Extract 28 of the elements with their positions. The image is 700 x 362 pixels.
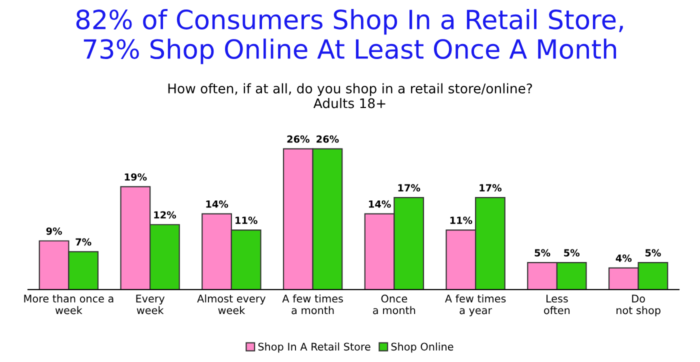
data-label: 5% <box>645 249 661 256</box>
data-label: 11% <box>236 216 258 224</box>
x-tick-label: Do not shop <box>616 294 660 316</box>
data-label: 14% <box>369 200 391 208</box>
data-label: 17% <box>398 184 420 192</box>
data-label: 14% <box>206 200 228 208</box>
x-tick-label: A few times a year <box>444 294 506 316</box>
x-tick-label: Once a month <box>373 294 416 314</box>
x-tick-label: More than once a week <box>24 294 114 314</box>
data-label: 11% <box>450 216 472 224</box>
legend-label: Shop Online <box>391 342 454 353</box>
data-label: 7% <box>76 238 92 246</box>
data-label: 17% <box>480 184 502 192</box>
data-label: 9% <box>46 227 62 235</box>
data-label: 5% <box>534 249 550 256</box>
chart-title: 82% of Consumers Shop In a Retail Store, 73% Shop Online At Least Once A Month <box>76 9 623 64</box>
x-tick-label: Less often <box>544 294 570 314</box>
data-label: 26% <box>316 135 339 143</box>
x-tick-label: A few times a month <box>282 294 343 314</box>
data-label: 12% <box>154 211 176 219</box>
data-label: 19% <box>124 173 147 181</box>
x-tick-label: Every week <box>136 294 165 314</box>
data-label: 5% <box>564 249 580 256</box>
data-label: 4% <box>616 254 632 262</box>
data-label: 26% <box>287 135 310 143</box>
x-tick-label: Almost every week <box>197 294 266 314</box>
legend-label: Shop In A Retail Store <box>258 342 370 353</box>
chart-subtitle: How often, if at all, do you shop in a retail store/online? Adults 18+ <box>168 83 532 108</box>
